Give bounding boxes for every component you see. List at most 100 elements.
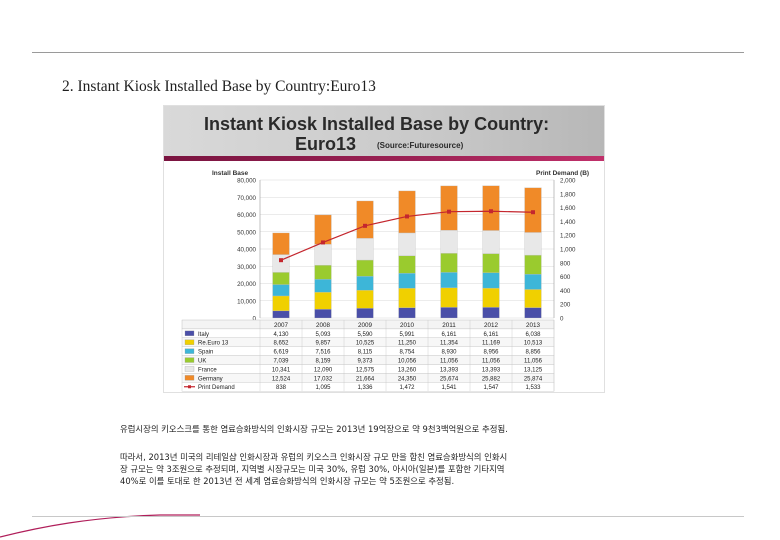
legend-label: Italy xyxy=(198,332,209,338)
y-left-tick-label: 60,000 xyxy=(237,212,256,219)
bar-segment xyxy=(356,276,374,291)
y-left-tick-label: 10,000 xyxy=(237,298,256,305)
figure-title-line2: Euro13 xyxy=(295,134,357,154)
table-cell: 12,524 xyxy=(272,376,291,382)
legend-label: UK xyxy=(198,359,206,365)
bar-segment xyxy=(356,238,374,261)
x-tick-label: 2013 xyxy=(526,322,541,329)
table-cell: 6,038 xyxy=(525,332,541,338)
body-paragraph-2-line1: 따라서, 2013년 미국의 리테일샵 인화시장과 유럽의 키오스크 인화시장 … xyxy=(120,452,508,462)
table-cell: 1,547 xyxy=(483,385,499,391)
figure-accent-bar xyxy=(164,156,604,161)
y-right-tick-label: 200 xyxy=(560,302,571,309)
bar-segment xyxy=(482,185,500,231)
x-tick-label: 2009 xyxy=(358,322,373,329)
y-right-tick-label: 800 xyxy=(560,260,571,267)
y-right-tick-label: 0 xyxy=(560,316,564,323)
bar-segment xyxy=(482,287,500,308)
table-cell: 25,674 xyxy=(440,376,459,382)
bar-segment xyxy=(524,307,542,319)
table-cell: 11,169 xyxy=(482,341,501,347)
print-demand-marker xyxy=(279,258,283,263)
bar-segment xyxy=(398,307,416,319)
legend-swatch xyxy=(184,330,195,336)
table-cell: 8,956 xyxy=(483,350,499,356)
bar-segment xyxy=(524,254,542,275)
y-right-tick-label: 600 xyxy=(560,274,571,281)
bar-segment xyxy=(398,273,416,289)
bar-segment xyxy=(314,265,332,280)
figure-title-line1: Instant Kiosk Installed Base by Country: xyxy=(204,114,550,134)
legend-label: Germany xyxy=(198,376,223,382)
print-demand-marker xyxy=(489,209,493,214)
bar-segment xyxy=(440,287,458,308)
bar-segment xyxy=(314,244,332,266)
table-cell: 12,090 xyxy=(314,367,333,373)
bottom-divider xyxy=(32,516,744,517)
y-right-tick-label: 1,400 xyxy=(560,219,576,226)
print-demand-marker xyxy=(321,240,325,245)
bar-segment xyxy=(398,232,416,256)
chart-figure: Instant Kiosk Installed Base by Country:… xyxy=(164,106,604,392)
table-cell: 13,393 xyxy=(440,367,459,373)
legend-label: Spain xyxy=(198,350,213,356)
print-demand-marker xyxy=(363,223,367,228)
x-tick-label: 2010 xyxy=(400,322,415,329)
bar-segment xyxy=(356,290,374,309)
bar-segment xyxy=(272,232,290,255)
bar-segment xyxy=(440,272,458,288)
y-left-tick-label: 0 xyxy=(253,316,257,323)
table-cell: 11,354 xyxy=(440,341,459,347)
x-tick-label: 2011 xyxy=(442,322,456,329)
body-paragraph-1: 유럽시장의 키오스크를 통한 염료승화방식의 인화시장 규모는 2013년 19… xyxy=(120,424,508,434)
bar-segment xyxy=(356,308,374,319)
table-cell: 9,373 xyxy=(357,359,373,365)
table-cell: 8,115 xyxy=(358,350,373,356)
table-cell: 5,991 xyxy=(399,332,415,338)
bar-segment xyxy=(398,288,416,308)
bar-segment xyxy=(440,253,458,273)
table-cell: 4,130 xyxy=(273,332,289,338)
x-tick-label: 2008 xyxy=(316,322,331,329)
bar-segment xyxy=(482,230,500,254)
table-cell: 13,393 xyxy=(482,367,501,373)
table-cell: 1,472 xyxy=(399,385,415,391)
table-cell: 7,516 xyxy=(315,350,331,356)
stacked-bar-chart: 0 10,000 20,000 30,000 40,000 50,000 60,000 70,… xyxy=(181,178,576,392)
print-demand-marker xyxy=(531,210,535,215)
y-left-tick-label: 40,000 xyxy=(237,247,256,254)
legend-swatch xyxy=(184,366,195,372)
legend-label: France xyxy=(198,367,217,373)
legend-swatch-marker xyxy=(188,385,191,389)
table-cell: 11,056 xyxy=(440,359,459,365)
bar-segment xyxy=(440,230,458,254)
figure-source: (Source:Futuresource) xyxy=(377,141,464,150)
print-demand-marker xyxy=(447,209,451,214)
y-left-tick-label: 70,000 xyxy=(237,195,256,202)
y-right-tick-label: 400 xyxy=(560,288,571,295)
bar-segment xyxy=(314,309,332,319)
table-cell: 8,930 xyxy=(441,350,457,356)
table-cell: 25,874 xyxy=(524,376,543,382)
bar-segment xyxy=(524,232,542,256)
table-cell: 11,056 xyxy=(524,359,543,365)
y-right-tick-label: 2,000 xyxy=(560,178,576,185)
table-cell: 10,525 xyxy=(356,341,375,347)
table-cell: 5,590 xyxy=(357,332,373,338)
bar-segment xyxy=(272,272,290,285)
y-right-tick-label: 1,000 xyxy=(560,247,576,254)
figure-title-band xyxy=(164,106,604,156)
table-cell: 1,541 xyxy=(441,385,457,391)
y-left-tick-label: 80,000 xyxy=(237,178,256,185)
bar-segment xyxy=(440,307,458,319)
table-cell: 838 xyxy=(276,385,287,391)
table-cell: 6,619 xyxy=(273,350,289,356)
y-right-tick-label: 1,600 xyxy=(560,205,576,212)
body-paragraph-2-line2: 장 규모는 약 3조원으로 추정되며, 지역별 시장규모는 미국 30%, 유럽… xyxy=(120,464,505,474)
table-cell: 25,882 xyxy=(482,376,501,382)
legend-swatch xyxy=(184,339,195,345)
table-cell: 11,056 xyxy=(482,359,501,365)
table-cell: 8,856 xyxy=(525,350,541,356)
bar-segment xyxy=(356,259,374,277)
table-cell: 10,056 xyxy=(398,359,417,365)
